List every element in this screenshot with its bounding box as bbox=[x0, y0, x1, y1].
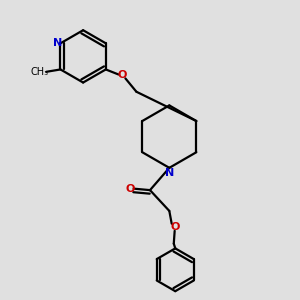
Text: N: N bbox=[165, 168, 174, 178]
Text: O: O bbox=[125, 184, 135, 194]
Text: N: N bbox=[53, 38, 63, 48]
Text: O: O bbox=[118, 70, 127, 80]
Text: O: O bbox=[171, 222, 180, 232]
Text: CH₃: CH₃ bbox=[31, 67, 49, 77]
